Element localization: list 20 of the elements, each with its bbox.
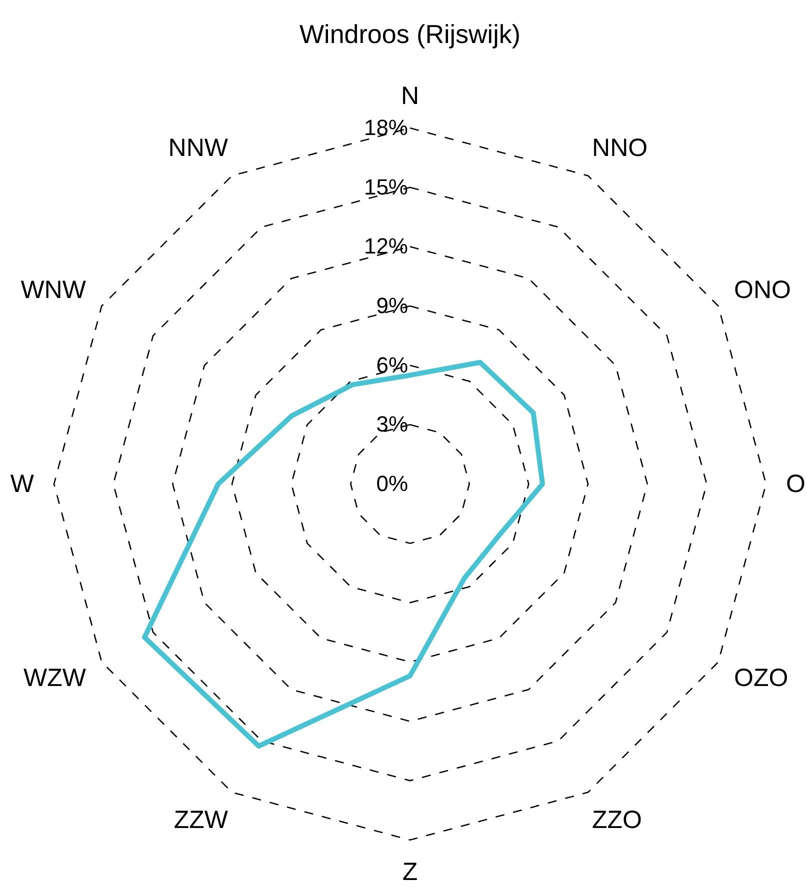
spoke-label: ZZO — [592, 806, 642, 834]
chart-title: Windroos (Rijswijk) — [299, 18, 521, 49]
y-tick-label: 3% — [376, 412, 408, 437]
spoke-label: ONO — [734, 276, 792, 304]
y-tick-label: 18% — [364, 115, 408, 140]
spoke-label: W — [10, 470, 34, 498]
spoke-label: Z — [402, 858, 418, 886]
y-tick-label: 6% — [376, 352, 408, 378]
spoke-label: OZO — [734, 664, 788, 692]
spoke-label: WZW — [23, 664, 86, 692]
spoke-label: NNW — [168, 134, 228, 162]
y-tick-label: 15% — [364, 174, 408, 200]
spoke-label: O — [786, 470, 806, 498]
spoke-label: NNO — [592, 134, 648, 162]
y-tick-label: 12% — [364, 234, 408, 259]
y-tick-label: 9% — [376, 293, 408, 318]
spoke-label: N — [400, 82, 420, 110]
spoke-label: ZZW — [174, 806, 228, 834]
spoke-label: WNW — [20, 276, 86, 304]
y-tick-label: 0% — [376, 471, 408, 496]
